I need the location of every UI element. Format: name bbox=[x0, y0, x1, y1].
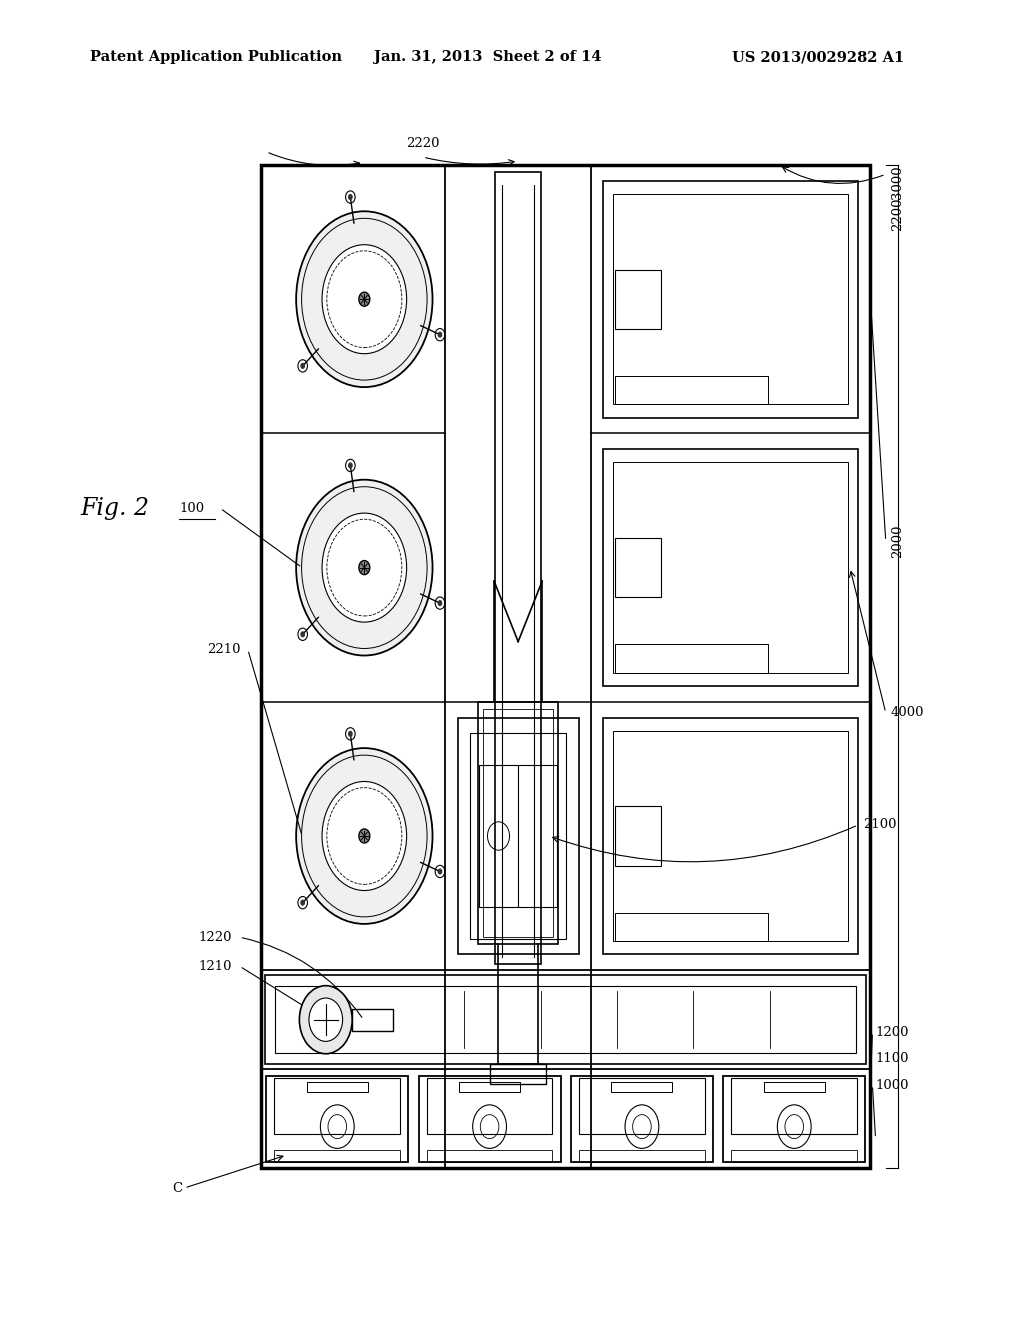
Circle shape bbox=[437, 331, 442, 338]
Circle shape bbox=[348, 462, 352, 469]
Circle shape bbox=[358, 829, 370, 843]
Bar bbox=[580, 1150, 705, 1162]
Circle shape bbox=[309, 998, 343, 1041]
Bar bbox=[458, 718, 579, 954]
Circle shape bbox=[437, 869, 442, 875]
Text: 2200: 2200 bbox=[891, 197, 904, 231]
Bar bbox=[611, 1082, 673, 1093]
Bar bbox=[479, 766, 557, 907]
Bar bbox=[615, 807, 662, 866]
Bar bbox=[613, 194, 848, 404]
Bar bbox=[571, 1076, 713, 1162]
Text: 3000: 3000 bbox=[891, 165, 904, 199]
Circle shape bbox=[437, 601, 442, 606]
Bar bbox=[470, 734, 566, 939]
Text: Fig. 2: Fig. 2 bbox=[80, 496, 148, 520]
Bar bbox=[275, 986, 856, 1053]
Bar bbox=[723, 1076, 865, 1162]
Circle shape bbox=[358, 561, 370, 574]
Bar bbox=[274, 1150, 400, 1162]
Circle shape bbox=[358, 292, 370, 306]
Bar bbox=[265, 975, 866, 1064]
Bar bbox=[490, 1064, 546, 1084]
Text: 1200: 1200 bbox=[876, 1026, 909, 1039]
Bar bbox=[615, 376, 768, 404]
Bar bbox=[307, 1082, 368, 1093]
Circle shape bbox=[296, 211, 432, 387]
Bar bbox=[459, 1082, 520, 1093]
Bar bbox=[615, 644, 768, 673]
Bar bbox=[419, 1076, 561, 1162]
Text: Jan. 31, 2013  Sheet 2 of 14: Jan. 31, 2013 Sheet 2 of 14 bbox=[374, 50, 601, 65]
Text: 2220: 2220 bbox=[407, 137, 439, 150]
Bar bbox=[613, 462, 848, 673]
Circle shape bbox=[323, 781, 407, 891]
Circle shape bbox=[299, 986, 352, 1053]
Bar bbox=[266, 1076, 409, 1162]
Text: 4000: 4000 bbox=[891, 706, 925, 719]
Text: US 2013/0029282 A1: US 2013/0029282 A1 bbox=[732, 50, 904, 65]
Circle shape bbox=[348, 731, 352, 737]
Text: 1100: 1100 bbox=[876, 1052, 909, 1065]
Bar bbox=[495, 172, 542, 964]
Text: 100: 100 bbox=[179, 502, 205, 515]
Bar bbox=[731, 1077, 857, 1134]
Bar bbox=[274, 1077, 400, 1134]
Circle shape bbox=[300, 363, 305, 370]
Circle shape bbox=[296, 479, 432, 656]
Bar bbox=[731, 1150, 857, 1162]
Bar bbox=[603, 449, 858, 686]
Bar bbox=[764, 1082, 824, 1093]
Circle shape bbox=[323, 513, 407, 622]
Text: 1210: 1210 bbox=[199, 960, 232, 973]
Text: 2210: 2210 bbox=[207, 643, 241, 656]
Bar bbox=[352, 1008, 393, 1031]
Bar bbox=[613, 731, 848, 941]
Bar bbox=[603, 181, 858, 417]
Text: Patent Application Publication: Patent Application Publication bbox=[90, 50, 342, 65]
Text: 2000: 2000 bbox=[891, 524, 904, 558]
Text: 1000: 1000 bbox=[876, 1078, 909, 1092]
Bar bbox=[427, 1150, 553, 1162]
Bar bbox=[261, 165, 870, 1168]
Circle shape bbox=[300, 900, 305, 906]
Bar bbox=[427, 1077, 553, 1134]
Bar bbox=[478, 702, 558, 944]
Bar bbox=[580, 1077, 705, 1134]
Bar bbox=[483, 709, 553, 937]
Bar bbox=[615, 269, 662, 329]
Circle shape bbox=[348, 194, 352, 201]
Text: 2100: 2100 bbox=[863, 818, 897, 832]
Bar bbox=[603, 718, 858, 954]
Bar bbox=[615, 912, 768, 941]
Bar bbox=[615, 539, 662, 597]
Text: C: C bbox=[172, 1181, 182, 1195]
Circle shape bbox=[300, 631, 305, 638]
Circle shape bbox=[296, 748, 432, 924]
Text: 1220: 1220 bbox=[199, 931, 232, 944]
Circle shape bbox=[323, 244, 407, 354]
